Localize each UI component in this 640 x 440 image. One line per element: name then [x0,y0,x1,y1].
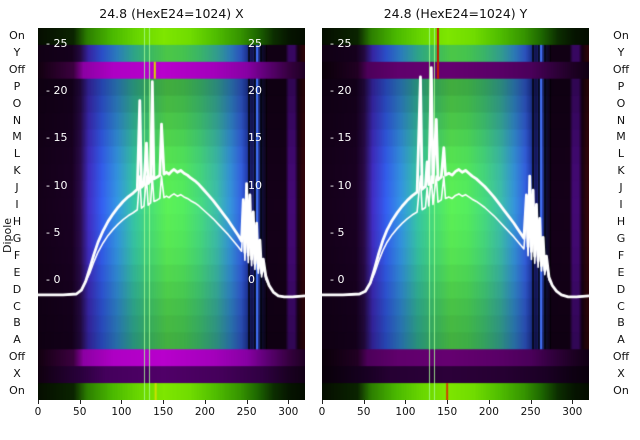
inner-tick-left-1-3: - 10 [330,178,352,192]
x-tickmark-1-2 [405,400,407,404]
row-label-left-0: On [9,28,25,42]
inner-tick-right-0-5: 0 [248,272,255,286]
x-tickmark-0-0 [38,400,39,404]
row-label-left-21: On [9,384,25,398]
row-label-right-21: On [613,384,629,398]
right-row-axis-labels: On Y Off P O N M L K J I H G F E D C B A Off X On [604,28,638,400]
inner-tick-left-0-3: - 10 [46,178,68,192]
row-label-right-6: M [616,130,626,144]
heatmap-plot-x: - 25 25 - 20 20 - 15 15 - 10 10 - 5 5 - 0 0 [38,28,305,400]
x-tick-label-0-2: 100 [111,406,132,418]
x-tick-label-0-6: 300 [278,406,299,418]
row-label-left-15: D [12,282,22,296]
x-tickmark-1-6 [572,400,574,404]
chart-title-y: 24.8 (HexE24=1024) Y [383,6,528,21]
x-tick-label-1-0: 0 [318,406,326,418]
row-label-right-11: H [616,214,626,228]
x-tickmark-1-3 [447,400,449,404]
row-label-left-17: B [13,316,21,330]
inner-tick-left-0-0: - 25 [46,36,68,50]
row-label-right-9: J [619,181,623,195]
row-label-left-9: J [15,181,19,195]
x-tickmark-1-0 [322,400,323,404]
row-label-left-11: H [12,214,22,228]
row-label-left-16: C [13,299,21,313]
x-tickmark-0-4 [204,400,206,404]
x-tickmark-1-5 [530,400,532,404]
x-tickmark-1-1 [363,400,365,404]
x-tick-label-0-3: 150 [153,406,174,418]
inner-tick-left-1-1: - 20 [330,84,352,98]
row-label-left-5: N [12,113,22,127]
inner-tick-left-0-4: - 5 [46,225,61,239]
inner-tick-left-1-4: - 5 [330,225,345,239]
row-label-right-4: O [616,96,626,110]
inner-tick-right-0-3: 10 [248,178,262,192]
inner-tick-left-1-0: - 25 [330,36,352,50]
row-label-right-19: Off [612,350,630,364]
chart-title-x: 24.8 (HexE24=1024) X [99,6,244,21]
x-tick-label-0-4: 200 [194,406,215,418]
x-tickmark-0-2 [121,400,123,404]
row-label-right-17: B [617,316,625,330]
x-tick-label-1-2: 100 [395,406,416,418]
row-label-left-12: G [12,231,22,245]
x-tickmark-0-5 [246,400,248,404]
row-label-right-18: A [617,333,625,347]
row-label-left-18: A [13,333,21,347]
x-tick-label-1-6: 300 [562,406,583,418]
row-label-left-1: Y [13,45,21,59]
left-row-axis-labels: On Y Off P O N M L K J I H G F E D C B A Off X On [0,28,34,400]
x-tick-label-1-1: 50 [357,406,371,418]
row-label-right-3: P [617,79,625,93]
row-label-right-7: L [617,147,625,161]
inner-tick-left-1-5: - 0 [330,272,345,286]
x-tickmark-1-4 [488,400,490,404]
row-label-left-19: Off [8,350,26,364]
row-label-right-16: C [617,299,625,313]
row-label-left-13: F [13,248,21,262]
row-label-left-20: X [13,367,21,381]
row-label-left-4: O [12,96,22,110]
row-label-left-7: L [13,147,21,161]
inner-tick-left-1-2: - 15 [330,131,352,145]
row-label-right-5: N [616,113,626,127]
x-tick-label-1-3: 150 [437,406,458,418]
inner-tick-right-0-0: 25 [248,36,262,50]
x-tick-label-0-5: 250 [236,406,257,418]
heatmap-canvas-x [38,28,305,400]
x-tickmark-0-3 [163,400,165,404]
x-tick-label-1-4: 200 [478,406,499,418]
inner-tick-left-0-1: - 20 [46,84,68,98]
heatmap-plot-y: - 25 - 20 - 15 - 10 - 5 - 0 [322,28,589,400]
row-label-right-10: I [619,198,623,212]
row-label-right-1: Y [617,45,625,59]
inner-tick-right-0-2: 15 [248,131,262,145]
row-label-right-2: Off [612,62,630,76]
x-tick-label-0-1: 50 [73,406,87,418]
row-label-right-8: K [617,164,625,178]
inner-tick-right-0-4: 5 [248,225,255,239]
row-label-right-13: F [617,248,625,262]
row-label-left-3: P [13,79,21,93]
row-label-right-0: On [613,28,629,42]
x-tickmark-0-6 [288,400,290,404]
row-label-right-15: D [616,282,626,296]
heatmap-canvas-y [322,28,589,400]
row-label-left-2: Off [8,62,26,76]
row-label-left-14: E [13,265,21,279]
inner-tick-left-0-5: - 0 [46,272,61,286]
row-label-left-6: M [12,130,22,144]
row-label-right-20: X [617,367,625,381]
row-label-left-8: K [13,164,21,178]
inner-tick-left-0-2: - 15 [46,131,68,145]
x-tickmark-0-1 [79,400,81,404]
row-label-right-14: E [617,265,625,279]
x-tick-label-1-5: 250 [520,406,541,418]
row-label-right-12: G [616,231,626,245]
inner-tick-right-0-1: 20 [248,84,262,98]
row-label-left-10: I [15,198,19,212]
x-tick-label-0-0: 0 [34,406,42,418]
